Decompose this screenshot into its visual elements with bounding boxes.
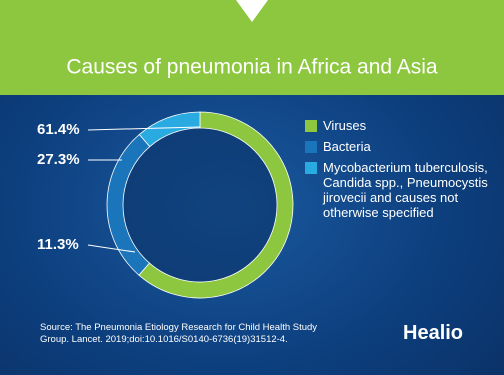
legend-swatch [305, 120, 317, 132]
data-label: 61.4% [37, 121, 80, 138]
notch [236, 0, 268, 22]
data-label: 27.3% [37, 151, 80, 168]
legend-label: Bacteria [323, 139, 371, 154]
legend-swatch [305, 162, 317, 174]
data-label: 11.3% [37, 236, 79, 253]
legend-swatch [305, 141, 317, 153]
legend-label: Viruses [323, 118, 367, 133]
legend-label: Mycobacterium tuberculosis, Candida spp.… [323, 160, 488, 220]
donut-hole [122, 127, 278, 283]
chart-title: Causes of pneumonia in Africa and Asia [66, 56, 438, 79]
donut-segment [138, 111, 201, 148]
leader-line [87, 126, 201, 131]
leader-line [87, 244, 136, 253]
source: Source: The Pneumonia Etiology Research … [40, 322, 318, 345]
logo: Healio [403, 322, 464, 344]
